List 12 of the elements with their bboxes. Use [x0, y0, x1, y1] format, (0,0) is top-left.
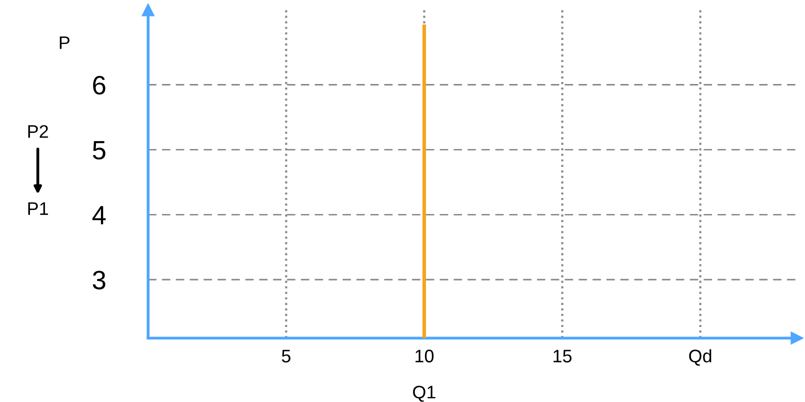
x-tick-label: 5 — [282, 350, 290, 362]
y-axis-title: P — [60, 36, 70, 49]
y-tick-label: 4 — [92, 206, 106, 224]
x-tick-label: Qd — [689, 349, 712, 366]
text: P1 — [28, 202, 48, 215]
y-tick-label: 3 — [92, 270, 106, 290]
x-tick-label: 15 — [554, 350, 572, 362]
annotation: Q1 — [413, 386, 436, 402]
text: P2 — [28, 125, 48, 138]
y-tick-label: 5 — [92, 141, 106, 160]
x-tick-label: 10 — [416, 350, 434, 362]
y-tick-label: 6 — [93, 76, 106, 95]
